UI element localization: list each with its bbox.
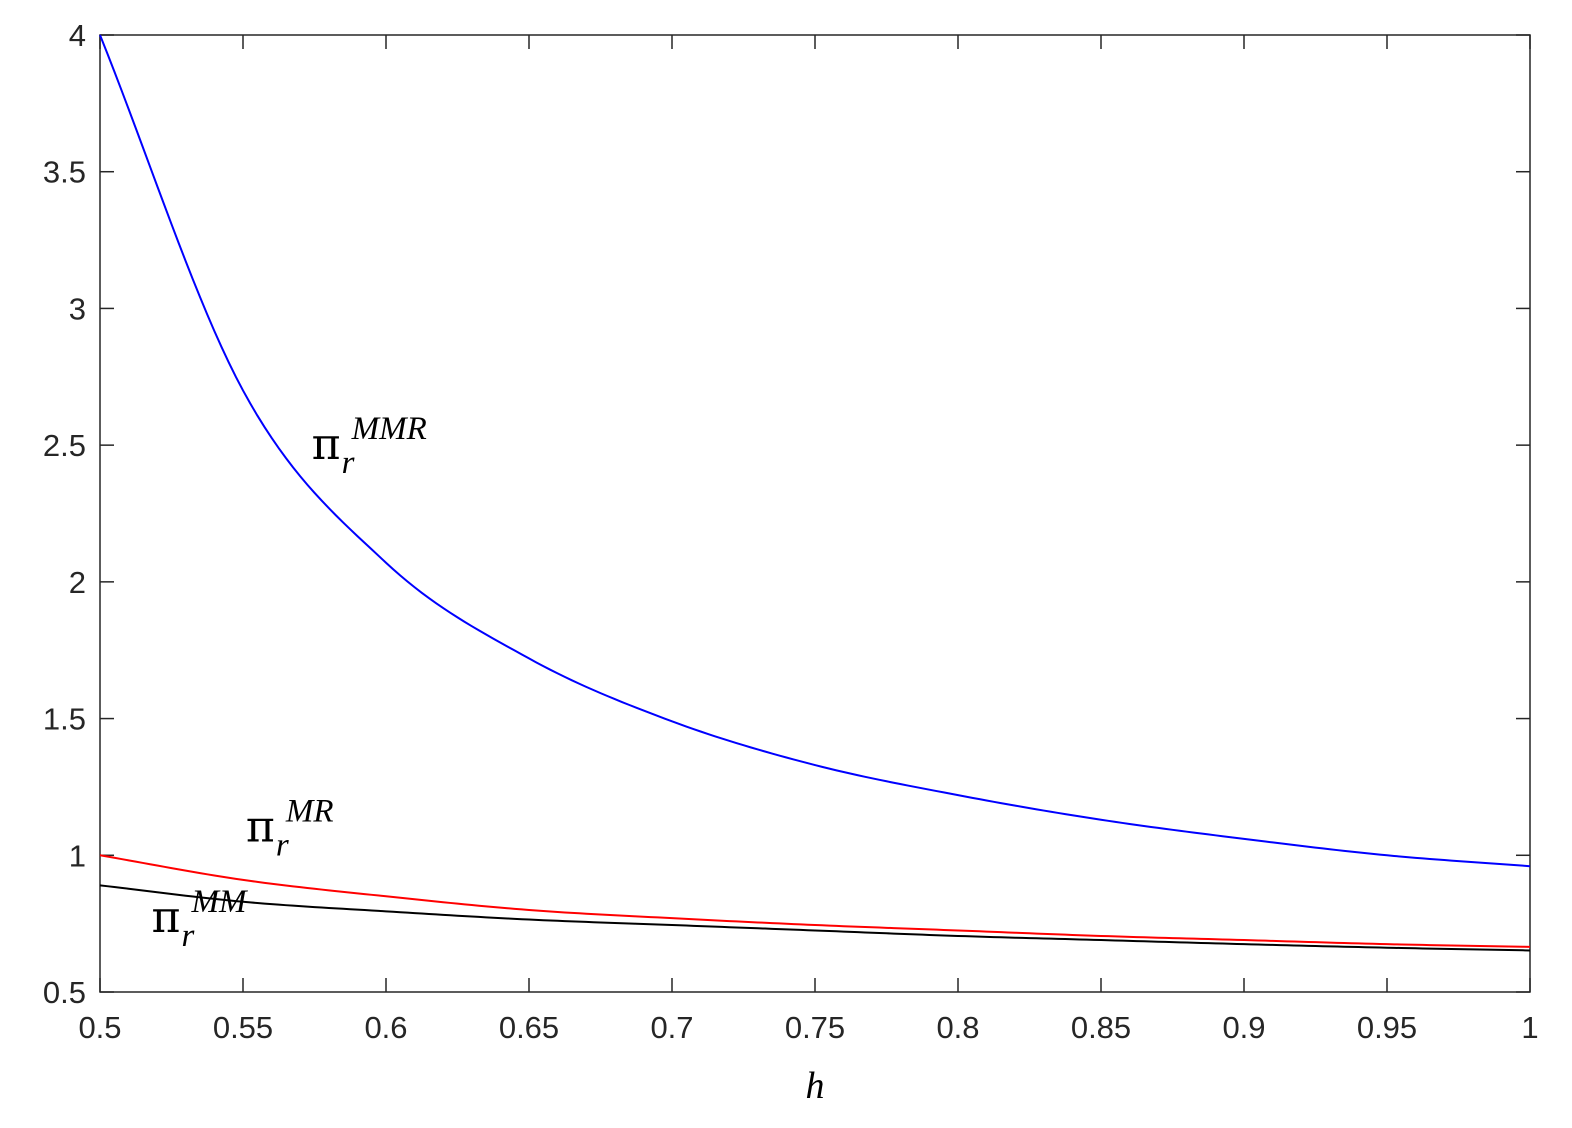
annotation-base: π	[312, 419, 341, 470]
y-tick-label: 2	[69, 565, 86, 600]
series-line-1	[99, 854, 1531, 948]
y-tick-label: 4	[69, 18, 86, 53]
x-tick-label: 0.65	[499, 1010, 559, 1045]
x-tick-label: 1	[1521, 1010, 1538, 1045]
y-tick-label: 0.5	[43, 975, 86, 1010]
x-axis-label: h	[806, 1065, 825, 1107]
series-group	[99, 34, 1531, 952]
x-tick-label: 0.55	[213, 1010, 273, 1045]
series-line-0	[99, 34, 1531, 868]
x-tick-label: 0.8	[936, 1010, 979, 1045]
series-annotation-2: π rMM	[151, 884, 247, 954]
y-tick-label: 3.5	[43, 155, 86, 190]
annotation-base: π	[246, 802, 275, 853]
y-tick-label: 1.5	[43, 702, 86, 737]
x-tick-label: 0.95	[1357, 1010, 1417, 1045]
y-tick-label: 1	[69, 838, 86, 873]
x-tick-label: 0.7	[650, 1010, 693, 1045]
series-line-2	[99, 884, 1531, 952]
plot-area	[99, 34, 1531, 993]
annotation-subscript: r	[342, 445, 355, 481]
x-tick-label: 0.6	[364, 1010, 407, 1045]
annotation-superscript: MMR	[351, 411, 427, 447]
annotation-superscript: MM	[190, 884, 247, 920]
x-tick-label: 0.85	[1071, 1010, 1131, 1045]
x-tick-label: 0.75	[785, 1010, 845, 1045]
annotation-subscript: r	[276, 828, 289, 864]
y-tick-label: 2.5	[43, 428, 86, 463]
annotation-base: π	[151, 892, 180, 943]
series-annotation-1: π rMR	[246, 794, 334, 864]
annotation-superscript: MR	[285, 794, 334, 830]
x-tick-label: 0.5	[78, 1010, 121, 1045]
x-tick-label: 0.9	[1222, 1010, 1265, 1045]
ticks: 0.5 0.55 0.6 0.65 0.7 0.75 0.8 0.85 0.9 0.95 1 0.5 1…	[43, 18, 1539, 1045]
y-tick-label: 3	[69, 291, 86, 326]
annotation-subscript: r	[181, 918, 194, 954]
